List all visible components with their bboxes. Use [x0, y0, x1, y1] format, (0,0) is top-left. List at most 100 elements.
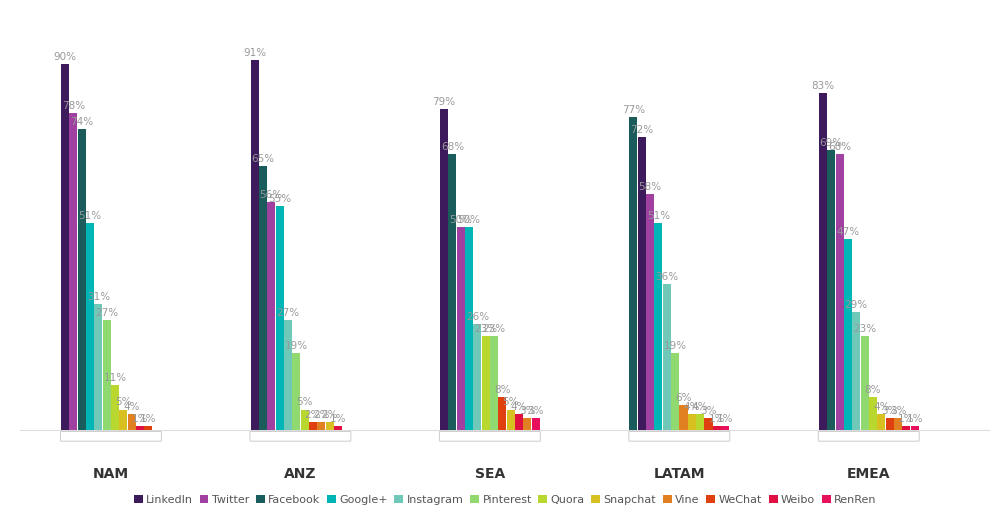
- Text: 74%: 74%: [70, 118, 93, 127]
- Text: 68%: 68%: [441, 141, 464, 152]
- Text: 68%: 68%: [828, 141, 851, 152]
- Text: 1%: 1%: [132, 414, 148, 424]
- Text: 27%: 27%: [95, 308, 118, 318]
- Bar: [317, 422, 325, 430]
- Bar: [713, 426, 721, 430]
- Bar: [334, 426, 342, 430]
- Bar: [894, 418, 902, 430]
- Bar: [128, 413, 136, 430]
- Bar: [276, 206, 284, 430]
- Bar: [844, 239, 852, 430]
- Text: 29%: 29%: [845, 300, 868, 310]
- Text: 3%: 3%: [519, 406, 536, 415]
- Bar: [679, 406, 688, 430]
- Bar: [515, 413, 523, 430]
- Text: 55%: 55%: [268, 194, 291, 204]
- Text: 47%: 47%: [836, 227, 859, 237]
- Bar: [721, 426, 729, 430]
- Bar: [284, 320, 292, 430]
- FancyBboxPatch shape: [439, 432, 540, 441]
- Bar: [490, 336, 498, 430]
- Text: 1%: 1%: [906, 414, 923, 424]
- Text: 19%: 19%: [285, 341, 308, 350]
- Text: 77%: 77%: [622, 105, 645, 115]
- Bar: [654, 223, 662, 430]
- Text: 23%: 23%: [474, 324, 497, 334]
- Text: 4%: 4%: [511, 401, 527, 411]
- Text: 1%: 1%: [330, 414, 346, 424]
- Bar: [704, 418, 713, 430]
- Bar: [136, 426, 144, 430]
- Text: 11%: 11%: [104, 373, 127, 383]
- Text: 2%: 2%: [321, 410, 338, 420]
- Text: 5%: 5%: [115, 397, 132, 408]
- Text: 4%: 4%: [124, 401, 140, 411]
- Bar: [251, 60, 259, 430]
- Text: 1%: 1%: [140, 414, 157, 424]
- Bar: [886, 418, 894, 430]
- FancyBboxPatch shape: [629, 432, 730, 441]
- Bar: [267, 202, 275, 430]
- Text: 50%: 50%: [458, 215, 481, 225]
- Text: 51%: 51%: [79, 211, 102, 220]
- Text: 5%: 5%: [502, 397, 519, 408]
- Text: 1%: 1%: [898, 414, 915, 424]
- Text: 23%: 23%: [853, 324, 876, 334]
- Bar: [498, 397, 506, 430]
- FancyBboxPatch shape: [60, 432, 161, 441]
- Text: 26%: 26%: [466, 312, 489, 322]
- Bar: [688, 413, 696, 430]
- Text: 78%: 78%: [62, 101, 85, 111]
- Bar: [696, 413, 704, 430]
- Bar: [473, 324, 481, 430]
- Bar: [292, 353, 300, 430]
- Text: 27%: 27%: [276, 308, 299, 318]
- Bar: [861, 336, 869, 430]
- Bar: [671, 353, 679, 430]
- Bar: [440, 109, 448, 430]
- FancyBboxPatch shape: [250, 432, 351, 441]
- Text: 5%: 5%: [296, 397, 313, 408]
- Bar: [852, 312, 860, 430]
- Text: 19%: 19%: [664, 341, 687, 350]
- Bar: [301, 410, 309, 430]
- Text: 4%: 4%: [692, 401, 708, 411]
- FancyBboxPatch shape: [818, 432, 919, 441]
- Text: 56%: 56%: [260, 190, 283, 200]
- Text: 4%: 4%: [684, 401, 700, 411]
- Bar: [869, 397, 877, 430]
- Bar: [482, 336, 490, 430]
- Text: 3%: 3%: [881, 406, 898, 415]
- Text: 2%: 2%: [305, 410, 321, 420]
- Bar: [86, 223, 94, 430]
- Bar: [326, 422, 334, 430]
- Text: 3%: 3%: [890, 406, 906, 415]
- Bar: [836, 154, 844, 430]
- Bar: [877, 413, 885, 430]
- Bar: [69, 113, 77, 430]
- Bar: [111, 385, 119, 430]
- Text: 31%: 31%: [87, 292, 110, 302]
- Text: 72%: 72%: [630, 125, 653, 135]
- Text: 83%: 83%: [811, 81, 834, 90]
- Legend: LinkedIn, Twitter, Facebook, Google+, Instagram, Pinterest, Quora, Snapchat, Vin: LinkedIn, Twitter, Facebook, Google+, In…: [129, 490, 881, 509]
- Bar: [523, 418, 531, 430]
- Bar: [144, 426, 152, 430]
- Text: 1%: 1%: [709, 414, 725, 424]
- Text: 2%: 2%: [313, 410, 329, 420]
- Text: 6%: 6%: [675, 394, 692, 404]
- Bar: [465, 227, 473, 430]
- Bar: [629, 117, 637, 430]
- Text: 50%: 50%: [449, 215, 472, 225]
- Bar: [638, 137, 646, 430]
- Text: 3%: 3%: [700, 406, 717, 415]
- Bar: [819, 93, 827, 430]
- Bar: [646, 194, 654, 430]
- Bar: [532, 418, 540, 430]
- Bar: [448, 154, 456, 430]
- Text: 1%: 1%: [717, 414, 733, 424]
- Text: 51%: 51%: [647, 211, 670, 220]
- Bar: [61, 64, 69, 430]
- Bar: [507, 410, 515, 430]
- Bar: [94, 304, 102, 430]
